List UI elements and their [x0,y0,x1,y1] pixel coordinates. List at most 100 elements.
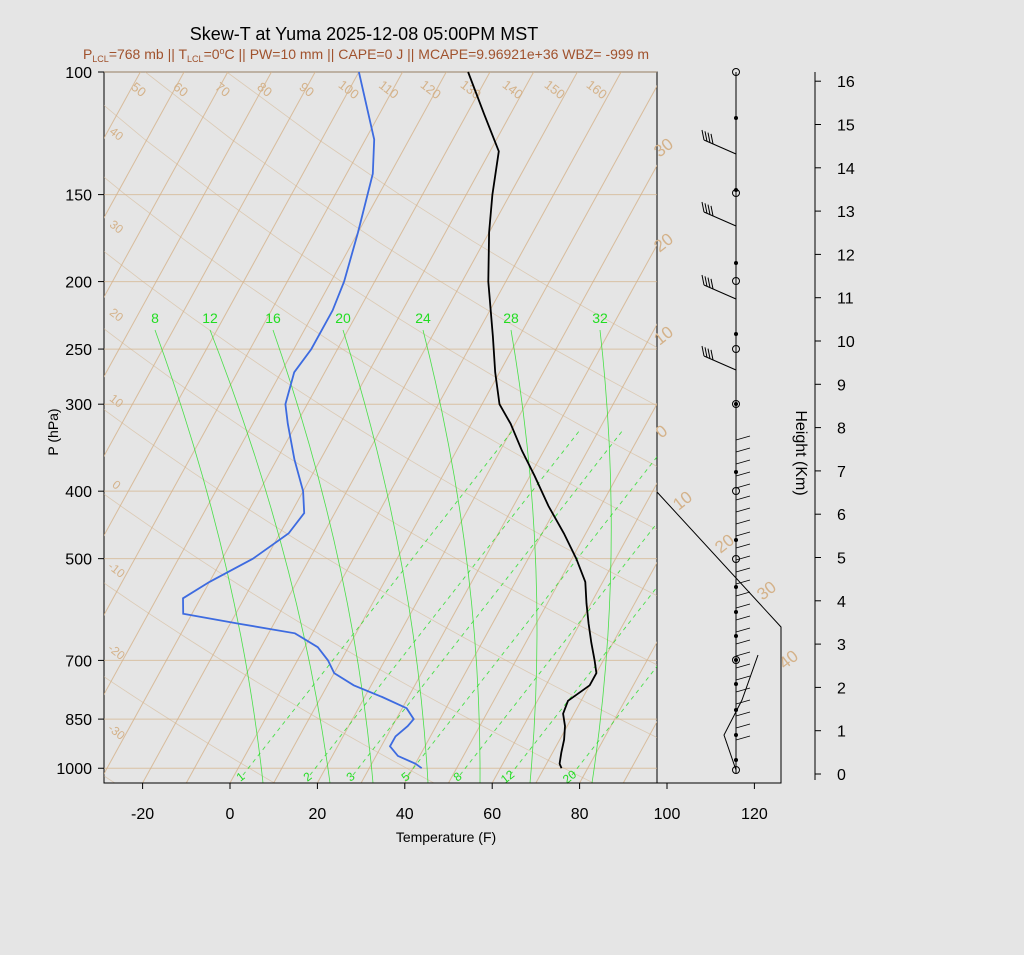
x-tick-label: 80 [571,806,589,823]
dry-adiabat-line [104,328,657,666]
isotherm-line [535,561,657,783]
chart-title: Skew-T at Yuma 2025-12-08 05:00PM MST [190,24,539,44]
low-wind-barb [735,435,751,441]
height-tick-label: 4 [837,594,846,611]
low-wind-barb [735,675,751,681]
low-wind-barb [735,447,751,453]
height-tick-label: 0 [837,767,846,784]
height-tick-label: 2 [837,680,846,697]
pressure-tick-label: 700 [65,653,92,670]
wind-level-dot [734,733,738,737]
low-wind-barb [735,543,751,549]
isotherm-line [104,72,491,775]
isotherm-line [491,482,657,783]
chart-subtitle: PLCL=768 mb || TLCL=0oC || PW=10 mm || C… [83,46,649,64]
barb-flag [704,131,708,142]
mixing-ratio-dashed-line [309,429,581,776]
wind-level-dot [734,758,738,762]
height-tick-label: 1 [837,724,846,741]
isotherm-line [104,72,403,616]
low-wind-barb [735,555,751,561]
pressure-tick-label: 150 [65,188,92,205]
mixing-ratio-line [154,329,264,783]
barb-flag [701,129,705,141]
mixing-ratio-dashed-line [407,456,657,776]
low-wind-barb [735,735,751,741]
barb-shaft [703,355,737,371]
isotherm-line [104,72,272,378]
barb-flag [707,204,711,215]
mixing-ratio-line [342,329,429,783]
mixing-ratio-line [272,329,374,783]
mixing-ratio-line [422,329,481,783]
wind-level-dot [734,402,738,406]
isotherm-line [273,85,657,783]
x-tick-label: 20 [309,806,327,823]
plot-panel [103,71,782,784]
height-tick-label: 11 [837,291,854,308]
mixing-ratio-top-label: 12 [202,310,218,326]
pressure-tick-label: 400 [65,484,92,501]
isotherm-line [104,72,229,299]
subtitle-degree: o [220,46,225,56]
wind-level-dot [734,585,738,589]
dry-adiabat-line [104,582,435,783]
wind-level-dot [734,610,738,614]
wind-barb [701,345,737,371]
wind-calm-circle [732,345,740,353]
wind-calm-circle [732,487,740,495]
height-tick-label: 12 [837,247,855,264]
wind-calm-circle [732,400,740,408]
mixing-ratio-line [591,329,612,783]
barb-flag [710,349,714,360]
barb-flag [704,347,708,358]
sounding-profiles [182,71,598,769]
temperature-profile [467,71,598,769]
isotherm-line [104,72,316,457]
height-tick-label: 6 [837,507,846,524]
low-wind-barb [735,603,751,609]
dewpoint-profile [182,71,423,769]
barb-shaft [703,211,737,227]
isotherm-line [104,72,447,696]
barb-flag [710,205,714,216]
height-tick-label: 10 [837,334,855,351]
wind-calm-circle [732,189,740,197]
low-wind-barb [735,711,751,717]
dry-adiabat-line [104,676,275,783]
height-tick-label: 5 [837,551,846,568]
wind-level-dot [734,682,738,686]
subtitle-p-lcl-sub: LCL [92,54,109,64]
wind-level-dot [734,116,738,120]
isotherm-line [185,72,578,783]
x-axis-label: Temperature (F) [396,829,496,845]
barb-flag [701,345,705,357]
isotherm-line [579,641,657,783]
barb-flag [707,132,711,143]
height-axis-label: Height (Km) [792,410,809,495]
barb-flag [707,277,711,288]
barb-shaft [703,284,737,300]
low-wind-barb [735,459,751,465]
mixing-ratio-dashed-line [352,429,624,776]
pressure-tick-label: 1000 [56,761,92,778]
dry-adiabat-line [104,250,657,597]
pressure-tick-label: 500 [65,552,92,569]
wind-level-dot [734,261,738,265]
barb-shaft [703,139,737,155]
low-wind-barb [735,591,751,597]
wind-level-dot [734,658,738,662]
main-panel-border [103,71,658,784]
isotherm-line [104,72,185,219]
mixing-ratio-top-label: 28 [503,310,519,326]
mixing-ratio-dashed-line [242,429,514,776]
pressure-tick-label: 300 [65,397,92,414]
low-wind-barb [735,651,751,657]
dry-adiabat-line [145,72,657,407]
wind-barb [701,201,737,227]
pressure-tick-label: 850 [65,712,92,729]
low-wind-barb [735,507,751,513]
